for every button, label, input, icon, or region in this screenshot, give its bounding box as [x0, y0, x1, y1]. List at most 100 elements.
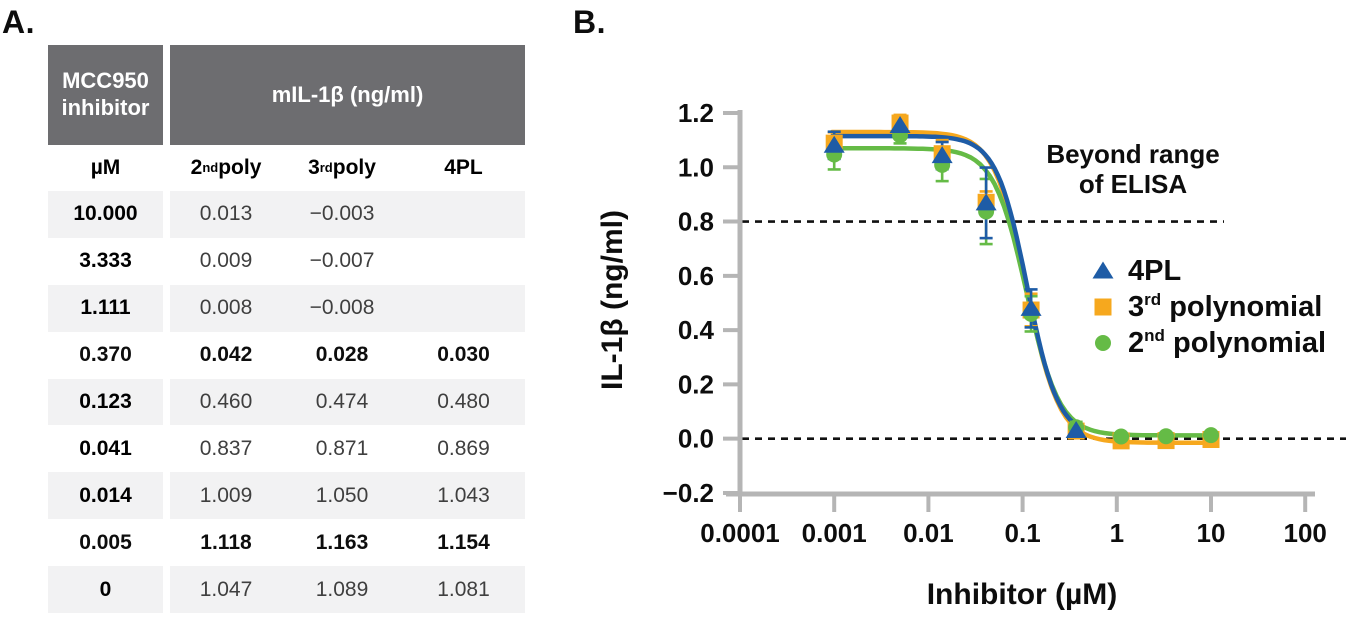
- cell-4pl: 1.081: [402, 566, 525, 614]
- cell-3rd-poly: 1.163: [315, 530, 369, 554]
- table-body: 10.000 0.013 −0.003 3.333 0.009 −0.007 1.111 0.…: [48, 191, 525, 614]
- cell-um: 0.041: [79, 436, 132, 460]
- x-tick-label: 0.001: [802, 518, 867, 548]
- cell-4pl: 1.043: [402, 472, 525, 520]
- row-gutter: [163, 566, 170, 613]
- cell-2nd-poly: 0.008: [170, 284, 282, 332]
- fit-curve-4PL: [829, 133, 1085, 432]
- cell-4pl: 0.869: [437, 436, 490, 460]
- y-tick-label: 0.0: [678, 424, 714, 454]
- row-gutter: [163, 519, 170, 566]
- cell-3rd-poly: 1.089: [282, 566, 402, 614]
- panel-a-label: A.: [2, 4, 35, 40]
- row-gutter: [163, 472, 170, 519]
- x-tick-label: 100: [1284, 518, 1327, 548]
- cell-2nd-poly: 0.460: [170, 378, 282, 426]
- row-gutter: [163, 332, 170, 379]
- cell-3rd-poly: 0.028: [315, 343, 369, 367]
- x-tick-label: 1: [1110, 518, 1124, 548]
- cell-3rd-poly: −0.007: [309, 249, 375, 273]
- x-tick-label: 10: [1197, 518, 1226, 548]
- cell-um: 0.005: [79, 530, 132, 554]
- y-tick-label: 0.8: [678, 207, 714, 237]
- cell-2nd-poly: 0.837: [199, 436, 253, 460]
- cell-um: 0.014: [48, 472, 163, 520]
- cell-um: 3.333: [79, 249, 132, 273]
- row-gutter: [163, 425, 170, 472]
- data-point-4PL: [931, 146, 953, 164]
- row-gutter: [163, 191, 170, 238]
- dose-response-chart: −0.2 0.0 0.2 0.4 0.6 0.8 1.0 1.2 0.0001 0.001 0.01…: [596, 98, 1346, 611]
- cell-3rd-poly: −0.008: [282, 284, 402, 332]
- cell-um: 1.111: [48, 284, 163, 332]
- cell-2nd-poly: 1.047: [170, 566, 282, 614]
- y-axis-title: IL-1β (ng/ml): [596, 210, 629, 390]
- cell-4pl: 0.030: [437, 343, 490, 367]
- cell-2nd-poly: 0.042: [199, 343, 253, 367]
- table-header-inhibitor: MCC950 inhibitor: [48, 45, 163, 145]
- annotation-beyond-range: of ELISA: [1079, 169, 1188, 199]
- table-row: 3.333 0.009 −0.007: [48, 238, 525, 285]
- cell-2nd-poly: 1.009: [170, 472, 282, 520]
- cell-2nd-poly: 0.013: [170, 191, 282, 238]
- data-point-4PL: [889, 115, 911, 133]
- y-tick-label: 1.2: [678, 98, 714, 128]
- cell-4pl: 1.154: [437, 530, 490, 554]
- cell-3rd-poly: 0.871: [315, 436, 369, 460]
- cell-3rd-poly: −0.003: [282, 191, 402, 238]
- y-tick-label: 1.0: [678, 152, 714, 182]
- table-row: 0.123 0.460 0.474 0.480: [48, 378, 525, 426]
- x-tick-label: 0.1: [1005, 518, 1041, 548]
- y-tick-label: −0.2: [663, 478, 714, 508]
- subheader-4pl: 4PL: [444, 156, 483, 179]
- table-header-row: MCC950 inhibitor mIL-1β (ng/ml): [48, 45, 525, 145]
- cell-4pl: [402, 284, 525, 332]
- cell-um: 0: [48, 566, 163, 614]
- data-point-2nd-polynomial: [1158, 428, 1175, 445]
- table-row: 0.005 1.118 1.163 1.154: [48, 519, 525, 566]
- table-row: 0.370 0.042 0.028 0.030: [48, 332, 525, 379]
- table-header-mil1b: mIL-1β (ng/ml): [170, 45, 525, 145]
- cell-3rd-poly: 0.474: [282, 378, 402, 426]
- cell-um: 0.370: [79, 343, 132, 367]
- legend-label-3rd-polynomial: 3rd polynomial: [1128, 290, 1322, 323]
- data-point-2nd-polynomial: [1203, 427, 1219, 444]
- subheader-gutter: [163, 145, 170, 191]
- cell-3rd-poly: 1.050: [282, 472, 402, 520]
- legend-label-2nd-polynomial: 2nd polynomial: [1128, 326, 1326, 359]
- x-tick-label: 0.0001: [700, 518, 780, 548]
- x-tick-label: 0.01: [903, 518, 954, 548]
- y-tick-label: 0.4: [678, 315, 715, 345]
- cell-4pl: [402, 238, 525, 285]
- cell-2nd-poly: 0.009: [199, 249, 253, 273]
- x-axis-title: Inhibitor (µM): [927, 578, 1118, 611]
- cell-um: 0.123: [48, 378, 163, 426]
- annotation-beyond-range: Beyond range: [1046, 139, 1219, 169]
- data-point-2nd-polynomial: [1113, 428, 1130, 445]
- data-point-4PL: [823, 135, 845, 153]
- cell-4pl: 0.480: [402, 378, 525, 426]
- table-row: 0 1.047 1.089 1.081: [48, 566, 525, 614]
- row-gutter: [163, 285, 170, 332]
- cell-4pl: [402, 191, 525, 238]
- cell-2nd-poly: 1.118: [200, 530, 252, 554]
- y-tick-label: 0.6: [678, 261, 714, 291]
- table-row: 0.041 0.837 0.871 0.869: [48, 425, 525, 472]
- data-point-4PL: [975, 193, 997, 211]
- legend-marker-2nd-polynomial: [1095, 335, 1111, 351]
- cell-um: 10.000: [48, 191, 163, 238]
- y-tick-label: 0.2: [678, 369, 714, 399]
- legend-label-4PL: 4PL: [1128, 255, 1181, 287]
- data-point-4PL: [1065, 421, 1087, 439]
- subheader-um: µM: [90, 156, 121, 179]
- legend-marker-4PL: [1092, 261, 1114, 279]
- table-row: 10.000 0.013 −0.003: [48, 191, 525, 238]
- row-gutter: [163, 379, 170, 426]
- table-row: 0.014 1.009 1.050 1.043: [48, 472, 525, 520]
- data-point-4PL: [1020, 298, 1042, 316]
- table-header-gutter: [163, 45, 170, 145]
